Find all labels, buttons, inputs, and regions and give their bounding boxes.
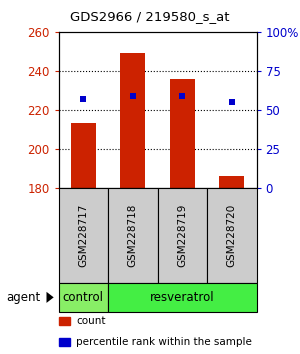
Bar (71, 123, 96, 188)
Bar (58, 317, 70, 325)
Text: control: control (63, 291, 104, 304)
Text: GSM228720: GSM228720 (227, 204, 237, 267)
FancyBboxPatch shape (58, 283, 108, 312)
FancyBboxPatch shape (207, 188, 256, 283)
Text: GSM228718: GSM228718 (128, 204, 138, 267)
Text: resveratrol: resveratrol (150, 291, 214, 304)
FancyBboxPatch shape (108, 283, 256, 312)
Bar (219, 176, 244, 188)
Text: GSM228719: GSM228719 (177, 204, 187, 267)
FancyBboxPatch shape (158, 188, 207, 283)
Text: count: count (76, 316, 106, 326)
Text: GSM228717: GSM228717 (78, 204, 88, 267)
FancyBboxPatch shape (58, 188, 108, 283)
Text: GDS2966 / 219580_s_at: GDS2966 / 219580_s_at (70, 10, 230, 23)
Bar (120, 53, 145, 188)
Text: agent: agent (6, 291, 40, 304)
Bar (170, 79, 195, 188)
Polygon shape (46, 292, 54, 303)
FancyBboxPatch shape (108, 188, 158, 283)
Bar (58, 338, 70, 346)
Text: percentile rank within the sample: percentile rank within the sample (76, 337, 252, 347)
